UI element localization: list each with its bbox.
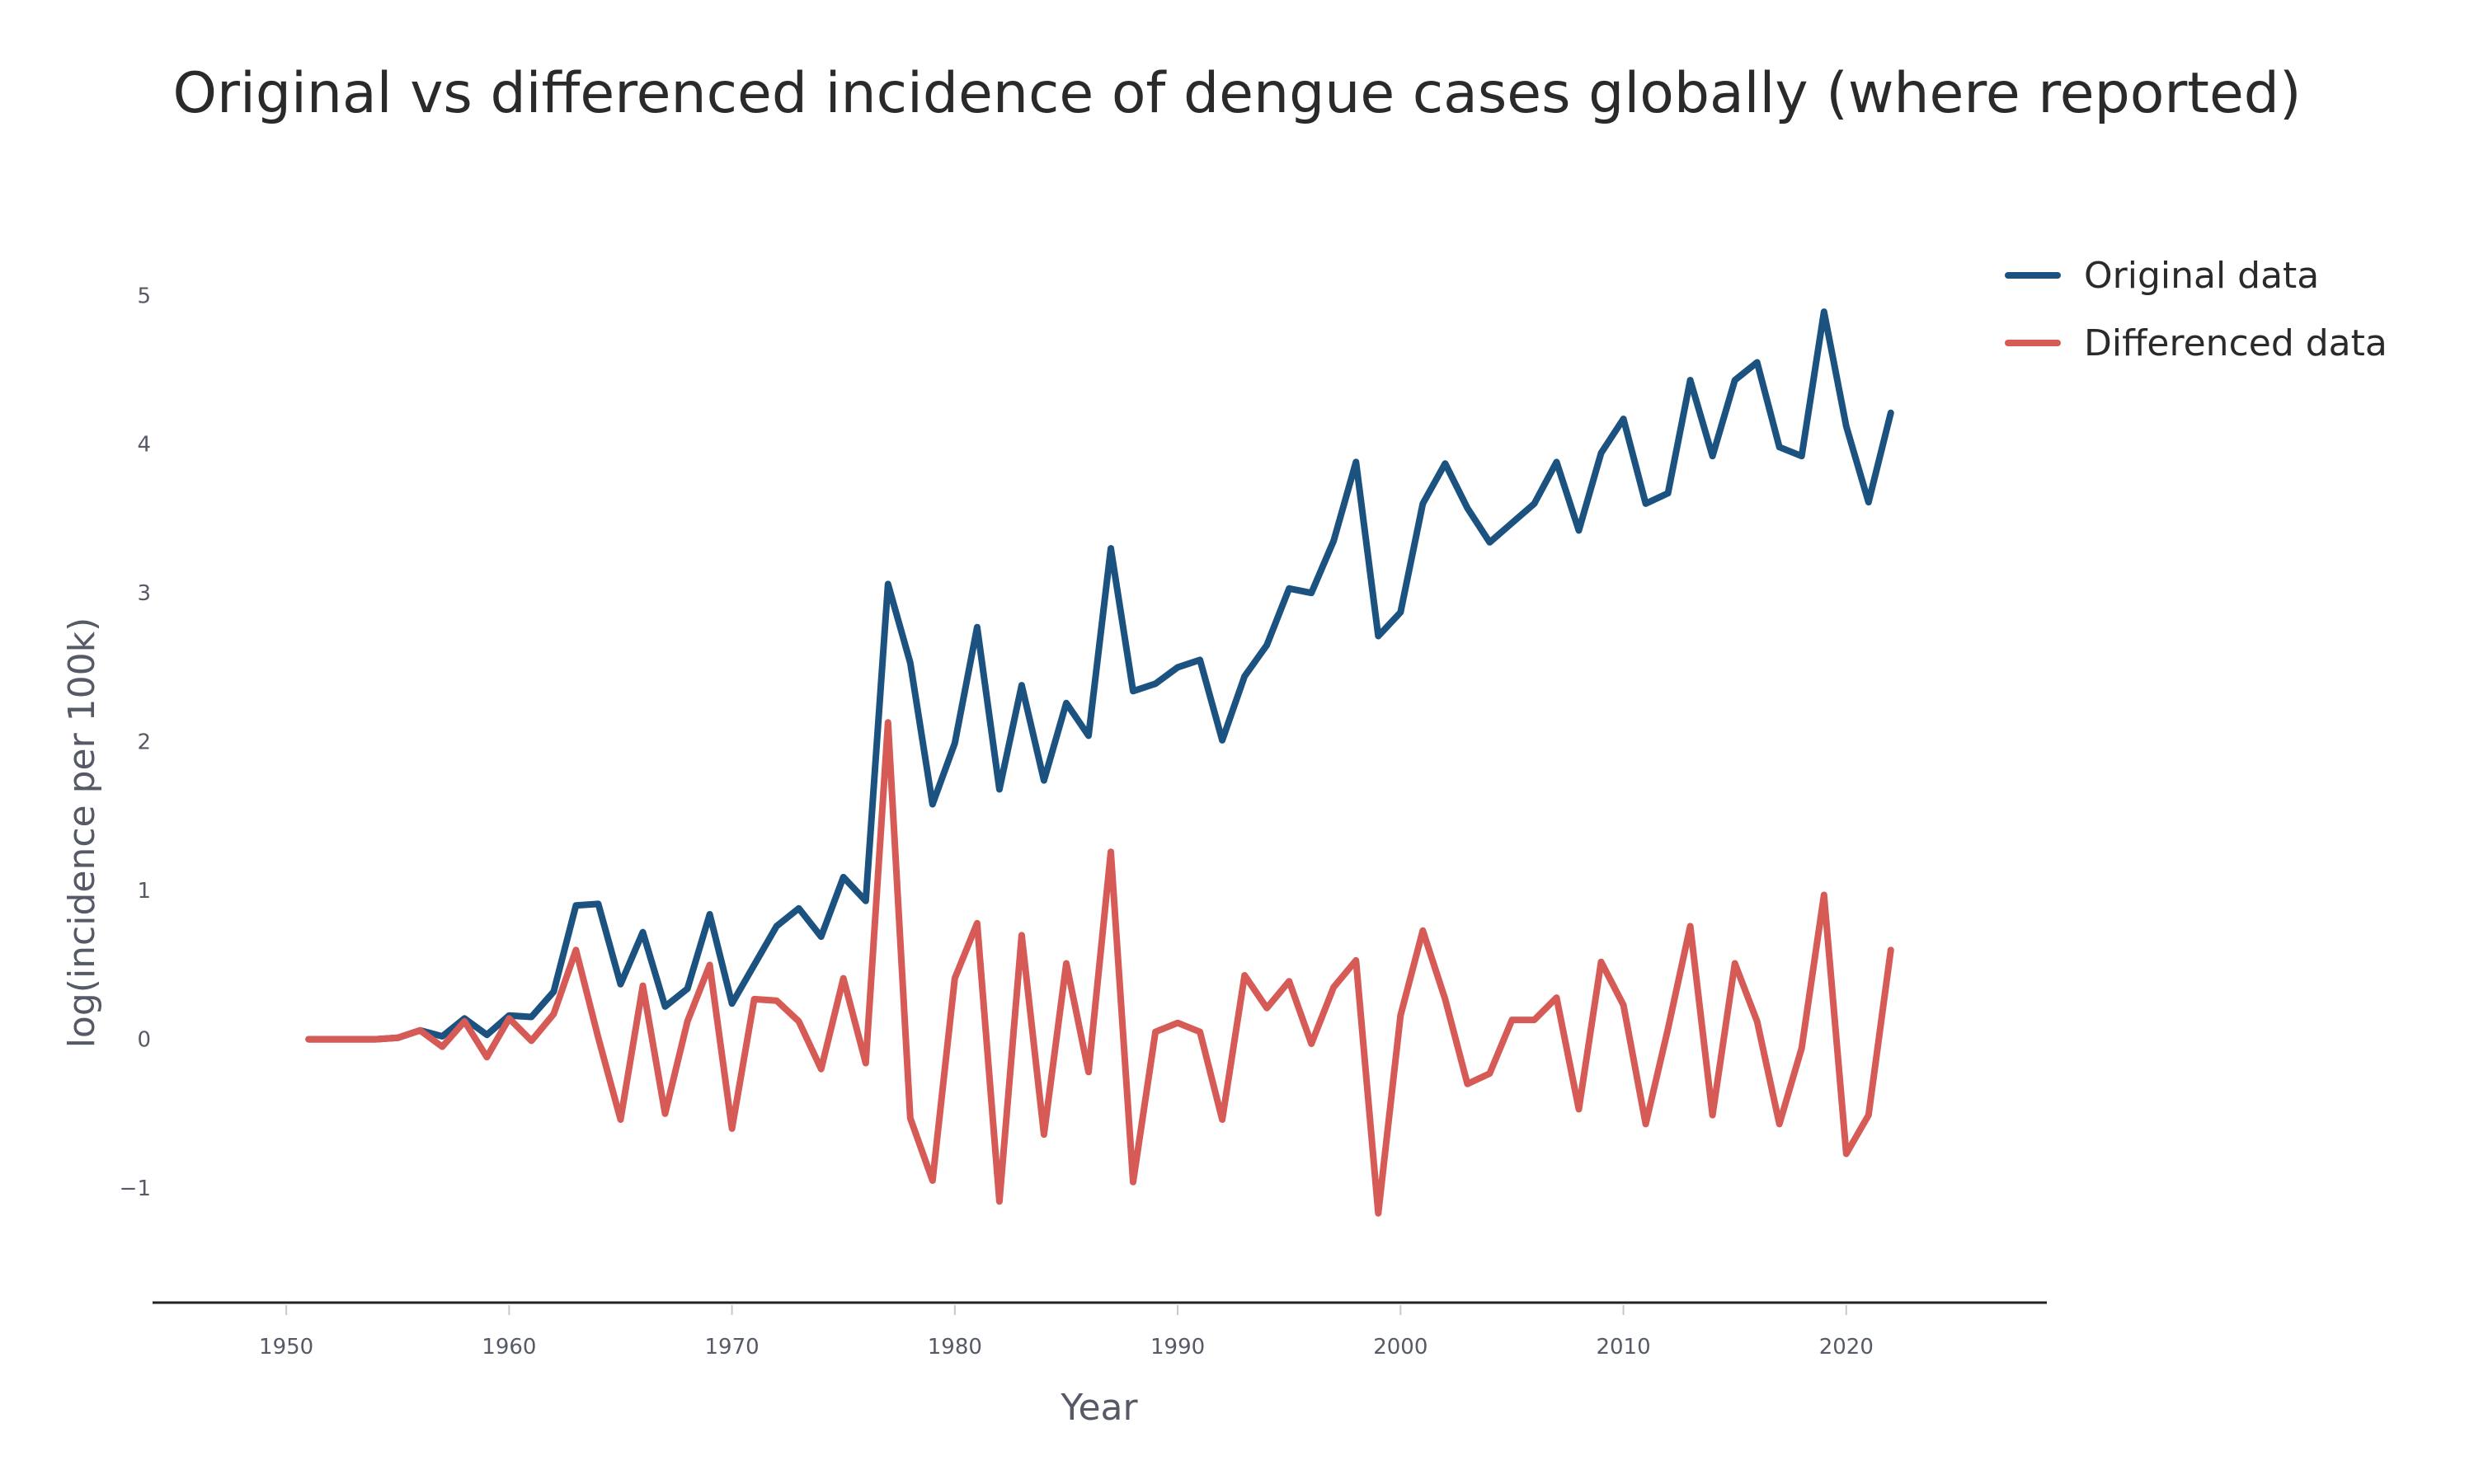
x-axis-ticks: 1950 1960 1970 1980 1990 2000 2010 2020 bbox=[259, 1305, 1874, 1360]
series-lines bbox=[305, 308, 1894, 1217]
legend: Original data Differenced data bbox=[2005, 255, 2387, 364]
x-tick-label: 2000 bbox=[1373, 1335, 1427, 1360]
x-tick-label: 2020 bbox=[1819, 1335, 1874, 1360]
y-axis-title: log(incidence per 100k) bbox=[61, 618, 103, 1049]
y-tick-label: 5 bbox=[137, 284, 151, 308]
x-tick-label: 1970 bbox=[705, 1335, 760, 1360]
legend-label: Original data bbox=[2084, 255, 2319, 297]
legend-label: Differenced data bbox=[2084, 322, 2387, 364]
original-data-line bbox=[305, 308, 1894, 1043]
x-tick-label: 1950 bbox=[259, 1335, 313, 1360]
y-tick-label: 1 bbox=[137, 879, 151, 904]
x-axis-title: Year bbox=[1060, 1387, 1138, 1429]
y-tick-label: 2 bbox=[137, 730, 151, 755]
y-tick-label: 4 bbox=[137, 433, 151, 458]
y-tick-label: 0 bbox=[137, 1028, 151, 1053]
legend-item-differenced[interactable]: Differenced data bbox=[2005, 322, 2387, 364]
y-tick-label: −1 bbox=[120, 1176, 151, 1201]
legend-item-original[interactable]: Original data bbox=[2005, 255, 2319, 297]
differenced-data-line bbox=[305, 719, 1894, 1217]
y-axis-ticks: −1 0 1 2 3 4 5 bbox=[120, 284, 151, 1201]
x-tick-label: 2010 bbox=[1596, 1335, 1650, 1360]
chart-title: Original vs differenced incidence of den… bbox=[172, 61, 2301, 126]
x-tick-label: 1990 bbox=[1150, 1335, 1205, 1360]
y-tick-label: 3 bbox=[137, 581, 151, 606]
x-tick-label: 1960 bbox=[482, 1335, 536, 1360]
x-tick-label: 1980 bbox=[928, 1335, 982, 1360]
